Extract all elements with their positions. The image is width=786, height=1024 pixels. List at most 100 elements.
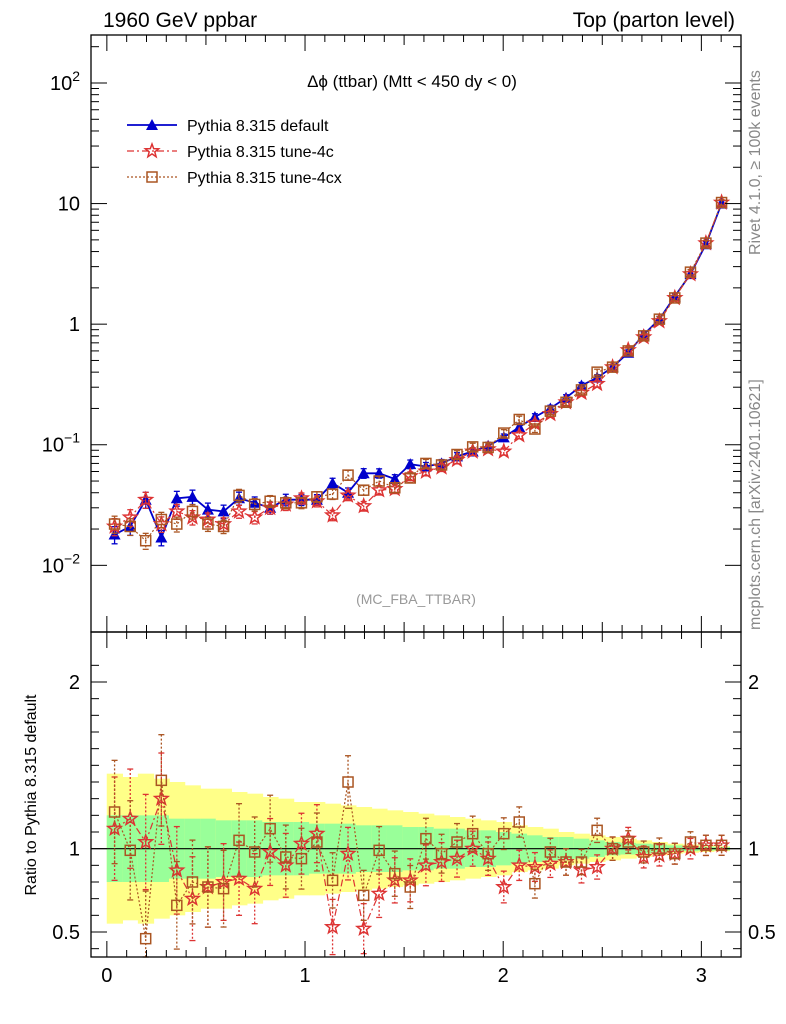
data-point	[684, 266, 697, 278]
ratio-point	[323, 917, 342, 935]
ratio-point	[217, 882, 230, 895]
mcplots-label: mcplots.cern.ch [arXiv:2401.10621]	[747, 379, 764, 630]
right-title: Top (parton level)	[573, 9, 735, 32]
data-point	[124, 520, 136, 533]
ratio-y-tick-label-right: 0.5	[748, 922, 776, 944]
data-point	[588, 374, 606, 392]
data-point	[323, 506, 342, 523]
ratio-point	[575, 856, 588, 868]
ratio-point	[373, 844, 385, 857]
data-point	[139, 534, 152, 547]
data-point	[513, 413, 525, 426]
data-point	[388, 472, 401, 484]
ratio-point	[451, 836, 463, 848]
y-tick-label: 1	[69, 314, 80, 336]
ratio-point	[529, 877, 541, 890]
ratio-point	[448, 849, 466, 867]
main-plot: 10−2 10−1 1 10 102 Δϕ (ttbar) (Mtt < 450 dy …	[42, 34, 742, 633]
data-point	[202, 518, 214, 530]
ratio-point	[233, 834, 245, 847]
ratio-point	[466, 827, 479, 840]
data-point	[404, 458, 417, 470]
data-point	[354, 496, 373, 514]
ratio-point	[292, 834, 311, 852]
ratio-point	[168, 861, 186, 878]
data-point	[201, 503, 214, 515]
data-point	[155, 513, 168, 526]
ratio-y-tick-label-right: 2	[748, 672, 759, 694]
ratio-point	[280, 851, 292, 863]
series-line	[114, 202, 723, 542]
ratio-point	[342, 776, 354, 788]
watermark: (MC_FBA_TTBAR)	[356, 591, 476, 607]
ratio-point	[295, 852, 308, 865]
ratio-point	[152, 789, 171, 807]
data-point	[357, 484, 370, 496]
x-tick-label: 1	[299, 965, 310, 987]
ratio-point	[370, 884, 388, 902]
ratio-point	[339, 844, 357, 862]
ratio-point	[544, 846, 557, 858]
ratio-point	[417, 856, 435, 873]
ratio-point	[326, 874, 339, 887]
legend-marker	[146, 119, 158, 130]
ratio-point	[432, 852, 451, 870]
ratio-point	[311, 836, 323, 848]
data-point	[171, 518, 183, 530]
y-tick-label: 10−2	[42, 550, 80, 577]
y-tick-label: 102	[50, 68, 80, 95]
ratio-line	[114, 780, 722, 939]
x-tick-label: 0	[101, 965, 112, 987]
x-tick-label: 3	[696, 965, 707, 987]
legend: Pythia 8.315 default Pythia 8.315 tune-4…	[127, 118, 342, 187]
ratio-point	[622, 836, 634, 848]
ratio-point	[202, 881, 214, 893]
left-title: 1960 GeV ppbar	[103, 9, 257, 32]
data-point	[466, 441, 479, 453]
data-point	[233, 489, 245, 502]
ratio-point	[572, 861, 591, 878]
ratio-point	[700, 839, 712, 852]
ratio-point	[404, 881, 417, 893]
ratio-point	[498, 827, 510, 840]
series-line	[114, 202, 723, 528]
data-point	[669, 292, 681, 304]
ratio-point	[124, 844, 136, 857]
data-point	[170, 492, 183, 504]
data-point	[339, 486, 357, 503]
data-point	[186, 505, 199, 518]
data-point	[404, 472, 417, 484]
data-point	[217, 505, 230, 517]
data-point	[108, 518, 121, 530]
data-point	[510, 426, 528, 443]
legend-marker	[143, 141, 161, 159]
ratio-point	[510, 856, 528, 873]
data-point	[248, 498, 261, 511]
ratio-ylabel: Ratio to Pythia 8.315 default	[23, 694, 40, 896]
legend-marker	[146, 171, 158, 183]
ratio-point	[389, 867, 401, 880]
data-point	[560, 396, 572, 409]
data-point	[280, 497, 292, 509]
ratio-point	[108, 806, 121, 818]
ratio-y-tick-label: 1	[69, 839, 80, 861]
ratio-point	[560, 856, 572, 868]
data-point	[311, 491, 323, 503]
ratio-frame	[90, 631, 742, 958]
legend-label-tune4cx: Pythia 8.315 tune-4cx	[187, 170, 342, 187]
ratio-point	[435, 847, 448, 860]
data-point	[715, 196, 728, 209]
ratio-point	[357, 889, 370, 902]
ratio-series-square	[108, 734, 728, 958]
data-point	[495, 442, 513, 459]
data-point	[186, 490, 199, 502]
data-point	[653, 313, 666, 325]
data-point	[435, 459, 448, 471]
data-point	[417, 462, 435, 479]
data-point	[575, 384, 588, 396]
ratio-point	[482, 847, 494, 860]
legend-label-default: Pythia 8.315 default	[187, 118, 329, 135]
ratio-point	[155, 774, 168, 787]
ratio-point	[606, 842, 619, 855]
